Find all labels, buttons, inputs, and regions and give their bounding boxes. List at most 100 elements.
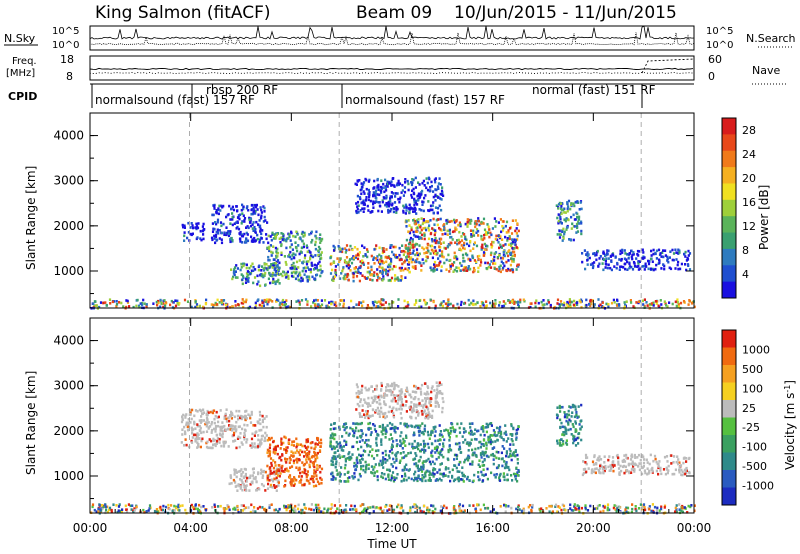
data-point <box>409 506 412 509</box>
data-point <box>305 461 308 464</box>
data-point <box>283 485 286 488</box>
data-point <box>196 437 199 441</box>
data-point <box>688 299 691 302</box>
data-point <box>557 203 561 206</box>
data-point <box>481 479 485 482</box>
data-point <box>439 228 442 231</box>
data-point <box>449 302 452 306</box>
data-point <box>178 509 181 512</box>
data-point <box>272 262 275 266</box>
data-point <box>393 201 397 204</box>
data-point <box>237 470 240 473</box>
data-point <box>307 455 310 459</box>
data-point <box>586 509 590 512</box>
data-point <box>186 421 190 424</box>
data-point <box>448 243 451 247</box>
data-point <box>266 487 270 490</box>
data-point <box>393 476 396 479</box>
data-point <box>400 479 403 483</box>
data-point <box>384 432 387 436</box>
data-point <box>463 460 466 464</box>
data-point <box>232 433 235 437</box>
data-point <box>663 267 666 271</box>
data-point <box>171 509 174 513</box>
data-point <box>296 449 299 452</box>
data-point <box>250 410 253 414</box>
data-point <box>618 506 621 509</box>
data-point <box>587 253 590 256</box>
data-point <box>550 505 553 508</box>
data-point <box>215 433 218 437</box>
data-point <box>139 302 142 305</box>
data-point <box>450 430 453 433</box>
data-point <box>458 470 461 473</box>
data-point <box>316 299 319 302</box>
data-point <box>515 428 518 432</box>
data-point <box>407 452 410 455</box>
data-point <box>312 508 316 512</box>
data-point <box>484 451 487 455</box>
data-point <box>319 470 322 474</box>
data-point <box>419 387 422 391</box>
data-point <box>554 503 558 507</box>
data-point <box>285 246 288 250</box>
data-point <box>292 261 295 265</box>
data-point <box>235 221 238 224</box>
data-point <box>486 425 490 428</box>
data-point <box>190 417 193 421</box>
data-point <box>376 193 379 196</box>
data-point <box>252 471 255 474</box>
data-point <box>681 510 684 514</box>
data-point <box>219 429 222 432</box>
data-point <box>278 456 281 460</box>
data-point <box>568 298 571 301</box>
data-point <box>679 301 683 305</box>
data-point <box>230 417 233 420</box>
data-point <box>599 303 602 307</box>
data-point <box>270 263 273 266</box>
data-point <box>416 479 419 483</box>
data-point <box>396 505 399 509</box>
data-point <box>410 256 413 259</box>
data-point <box>412 479 416 482</box>
data-point <box>251 238 254 241</box>
data-point <box>616 261 619 265</box>
data-point <box>142 508 145 512</box>
data-point <box>482 217 486 221</box>
data-point <box>194 427 197 430</box>
data-point <box>268 473 271 477</box>
data-point <box>510 251 513 255</box>
data-point <box>535 299 538 302</box>
data-point <box>369 278 372 281</box>
data-point <box>498 265 501 269</box>
data-point <box>215 239 218 242</box>
data-point <box>321 237 324 241</box>
data-point <box>240 417 243 421</box>
data-point <box>310 230 313 234</box>
data-point <box>215 303 219 306</box>
data-point <box>454 442 458 446</box>
data-point <box>414 201 417 205</box>
data-point <box>240 415 243 418</box>
data-point <box>190 503 193 507</box>
data-point <box>438 433 441 437</box>
data-point <box>260 211 263 214</box>
data-point <box>580 300 583 303</box>
data-point <box>447 448 450 452</box>
data-point <box>505 452 508 455</box>
data-point <box>423 429 426 433</box>
data-point <box>248 266 251 270</box>
data-point <box>389 262 392 265</box>
data-point <box>246 239 250 243</box>
data-point <box>374 506 377 510</box>
data-point <box>372 206 375 209</box>
data-point <box>410 243 413 246</box>
data-point <box>332 434 335 437</box>
data-point <box>420 217 423 220</box>
data-point <box>181 428 184 431</box>
data-point <box>433 265 436 269</box>
data-point <box>468 456 471 460</box>
data-point <box>266 478 269 482</box>
data-point <box>264 266 267 270</box>
data-point <box>233 506 236 510</box>
